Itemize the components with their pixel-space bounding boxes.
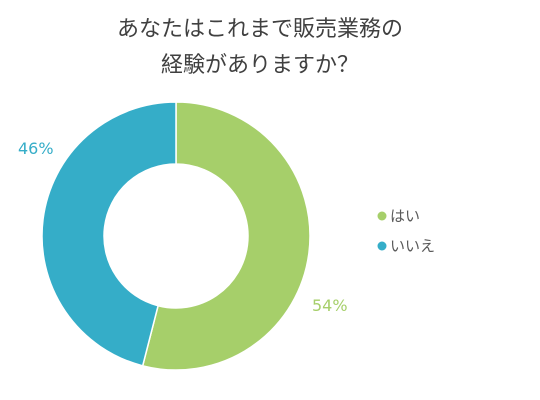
donut-slice-hai	[141, 101, 311, 371]
donut-slice-iie	[41, 101, 177, 367]
data-label-iie: 46%	[18, 139, 54, 158]
legend-swatch-iie	[377, 241, 387, 251]
legend-label-hai: はい	[390, 207, 420, 225]
donut-slices	[41, 101, 311, 371]
legend-item-hai[interactable]: はい	[377, 207, 421, 225]
chart-title-line-2: 経験がありますか？	[161, 53, 359, 78]
legend-swatch-hai	[377, 211, 387, 221]
legend-label-iie: いいえ	[390, 237, 435, 255]
legend: はい いいえ	[377, 207, 436, 255]
data-label-hai: 54%	[312, 296, 348, 315]
chart-title-line-1: あなたはこれまで販売業務の	[117, 17, 403, 42]
legend-item-iie[interactable]: いいえ	[377, 237, 436, 255]
